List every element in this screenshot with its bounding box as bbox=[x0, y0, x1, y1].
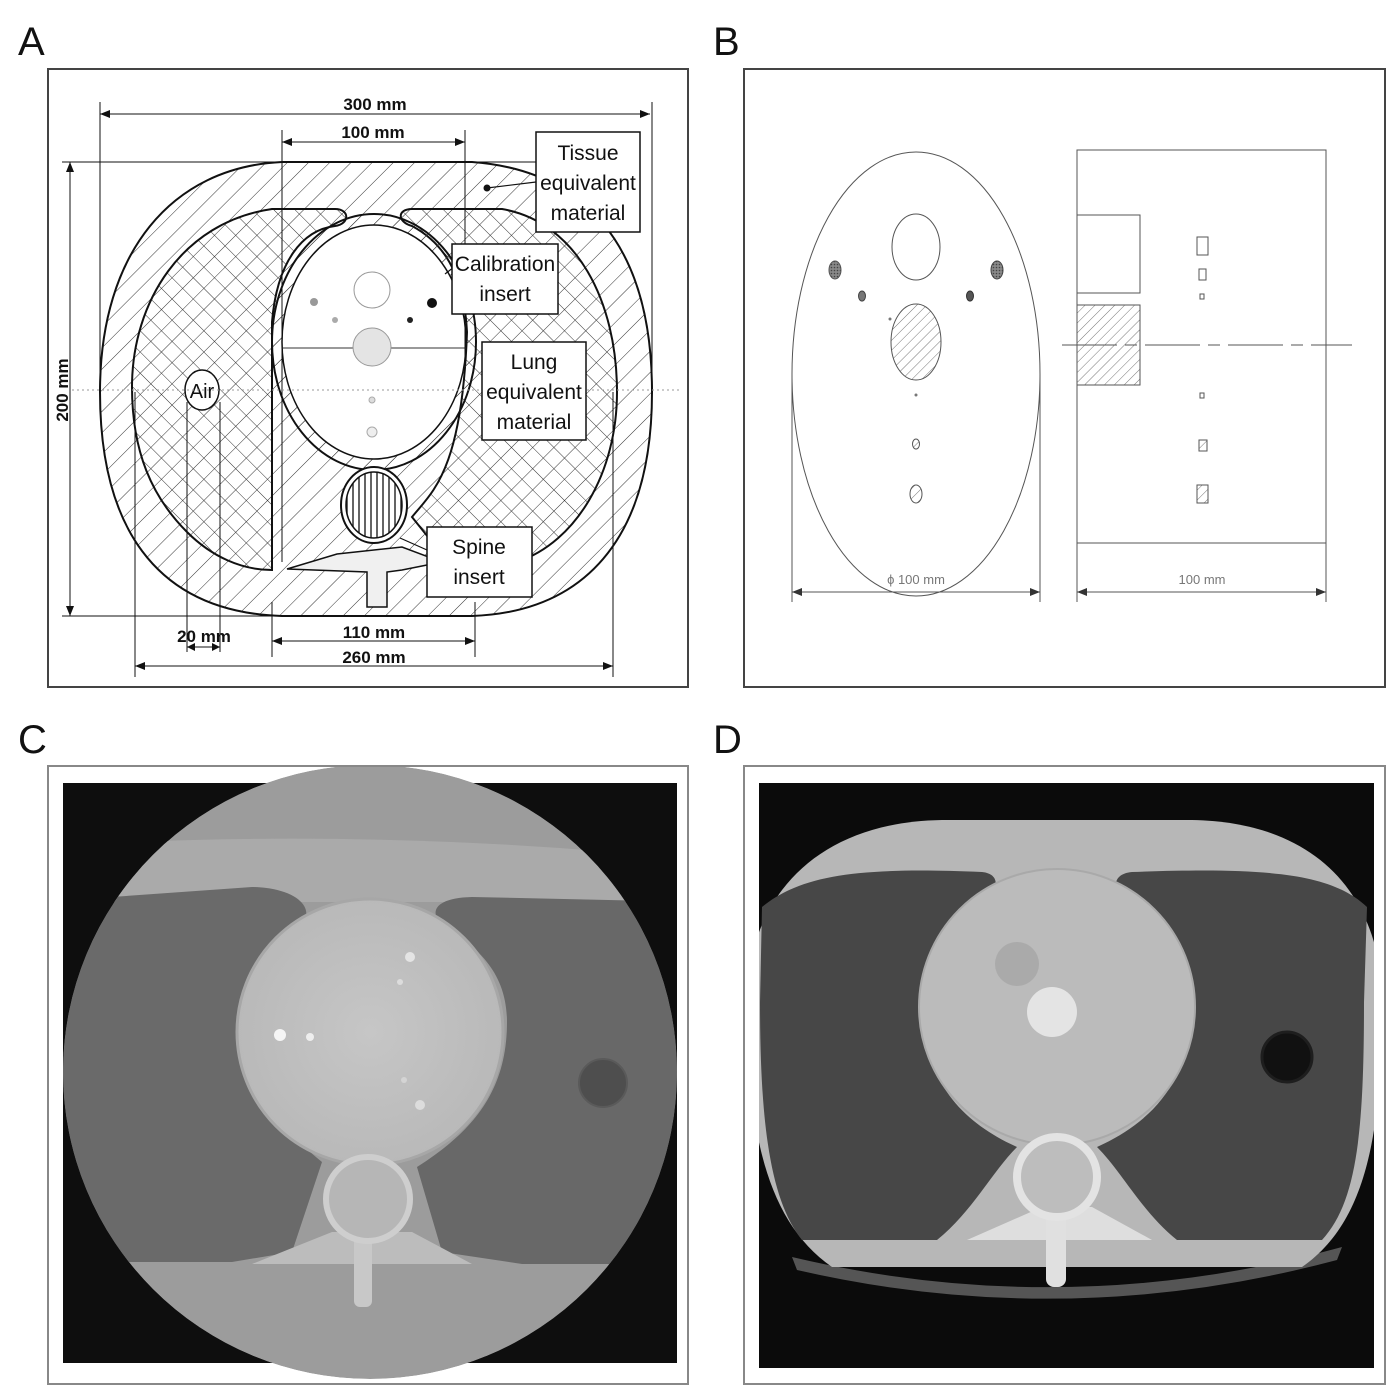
calibration-rod bbox=[407, 317, 413, 323]
panel-letter-a: A bbox=[18, 20, 45, 64]
ct-d-air-hole bbox=[1260, 1030, 1314, 1084]
dim-260mm: 260 mm bbox=[342, 648, 405, 667]
label-lung-2: equivalent bbox=[486, 381, 582, 404]
ct-scan-phantom-c bbox=[63, 767, 677, 1379]
dim-300mm: 300 mm bbox=[343, 95, 406, 114]
panel-d-frame bbox=[743, 765, 1386, 1385]
dim-110mm: 110 mm bbox=[343, 623, 405, 642]
label-tissue-2: equivalent bbox=[540, 172, 636, 195]
ct-d-left-lung bbox=[760, 870, 1017, 1240]
ct-right-lung bbox=[417, 897, 677, 1264]
label-lung-3: material bbox=[497, 411, 572, 434]
dim-20mm: 20 mm bbox=[177, 627, 231, 646]
ct-d-right-lung bbox=[1097, 870, 1367, 1240]
phantom-schematic: Air 300 mm 100 mm 200 mm 20 mm 110 mm 26… bbox=[53, 95, 682, 677]
panel-b-frame: ϕ 100 mm 100 mm bbox=[743, 68, 1386, 688]
dimension-lines bbox=[62, 102, 682, 677]
label-spine-1: Spine bbox=[452, 536, 506, 559]
calibration-rod bbox=[368, 396, 376, 404]
label-lung-1: Lung bbox=[511, 351, 558, 374]
calibration-rod bbox=[366, 426, 378, 438]
label-tissue-3: material bbox=[551, 202, 626, 225]
ct-air-hole bbox=[578, 1058, 628, 1108]
air-label: Air bbox=[190, 381, 215, 403]
panel-a-frame: Air 300 mm 100 mm 200 mm 20 mm 110 mm 26… bbox=[47, 68, 689, 688]
ct-left-lung bbox=[63, 887, 322, 1262]
label-calibration-2: insert bbox=[479, 283, 531, 306]
ct-d-spine bbox=[1013, 1133, 1101, 1221]
label-calibration-1: Calibration bbox=[455, 253, 555, 276]
arrowheads bbox=[66, 110, 650, 670]
calibration-rod bbox=[353, 271, 391, 309]
rod-central bbox=[890, 303, 942, 381]
dim-100mm: 100 mm bbox=[341, 123, 404, 142]
panel-letter-c: C bbox=[18, 718, 47, 762]
spine-wedge bbox=[286, 546, 445, 608]
calibration-rod bbox=[310, 298, 318, 306]
ct-scan-phantom-d bbox=[759, 783, 1374, 1368]
rod-upper bbox=[891, 213, 941, 281]
label-spine-2: insert bbox=[453, 566, 505, 589]
ct-spine bbox=[323, 1154, 413, 1244]
dim-200mm: 200 mm bbox=[53, 358, 72, 421]
insert-drawing: ϕ 100 mm 100 mm bbox=[791, 149, 1352, 602]
calibration-rod bbox=[427, 298, 437, 308]
label-tissue-1: Tissue bbox=[557, 142, 618, 165]
panel-c-frame bbox=[47, 765, 689, 1385]
dim-length: 100 mm bbox=[1179, 572, 1226, 587]
calibration-rod bbox=[332, 317, 338, 323]
panel-letter-d: D bbox=[713, 718, 742, 762]
dim-diameter: ϕ 100 mm bbox=[887, 572, 945, 587]
panel-letter-b: B bbox=[713, 20, 740, 64]
calibration-rod bbox=[352, 327, 392, 367]
